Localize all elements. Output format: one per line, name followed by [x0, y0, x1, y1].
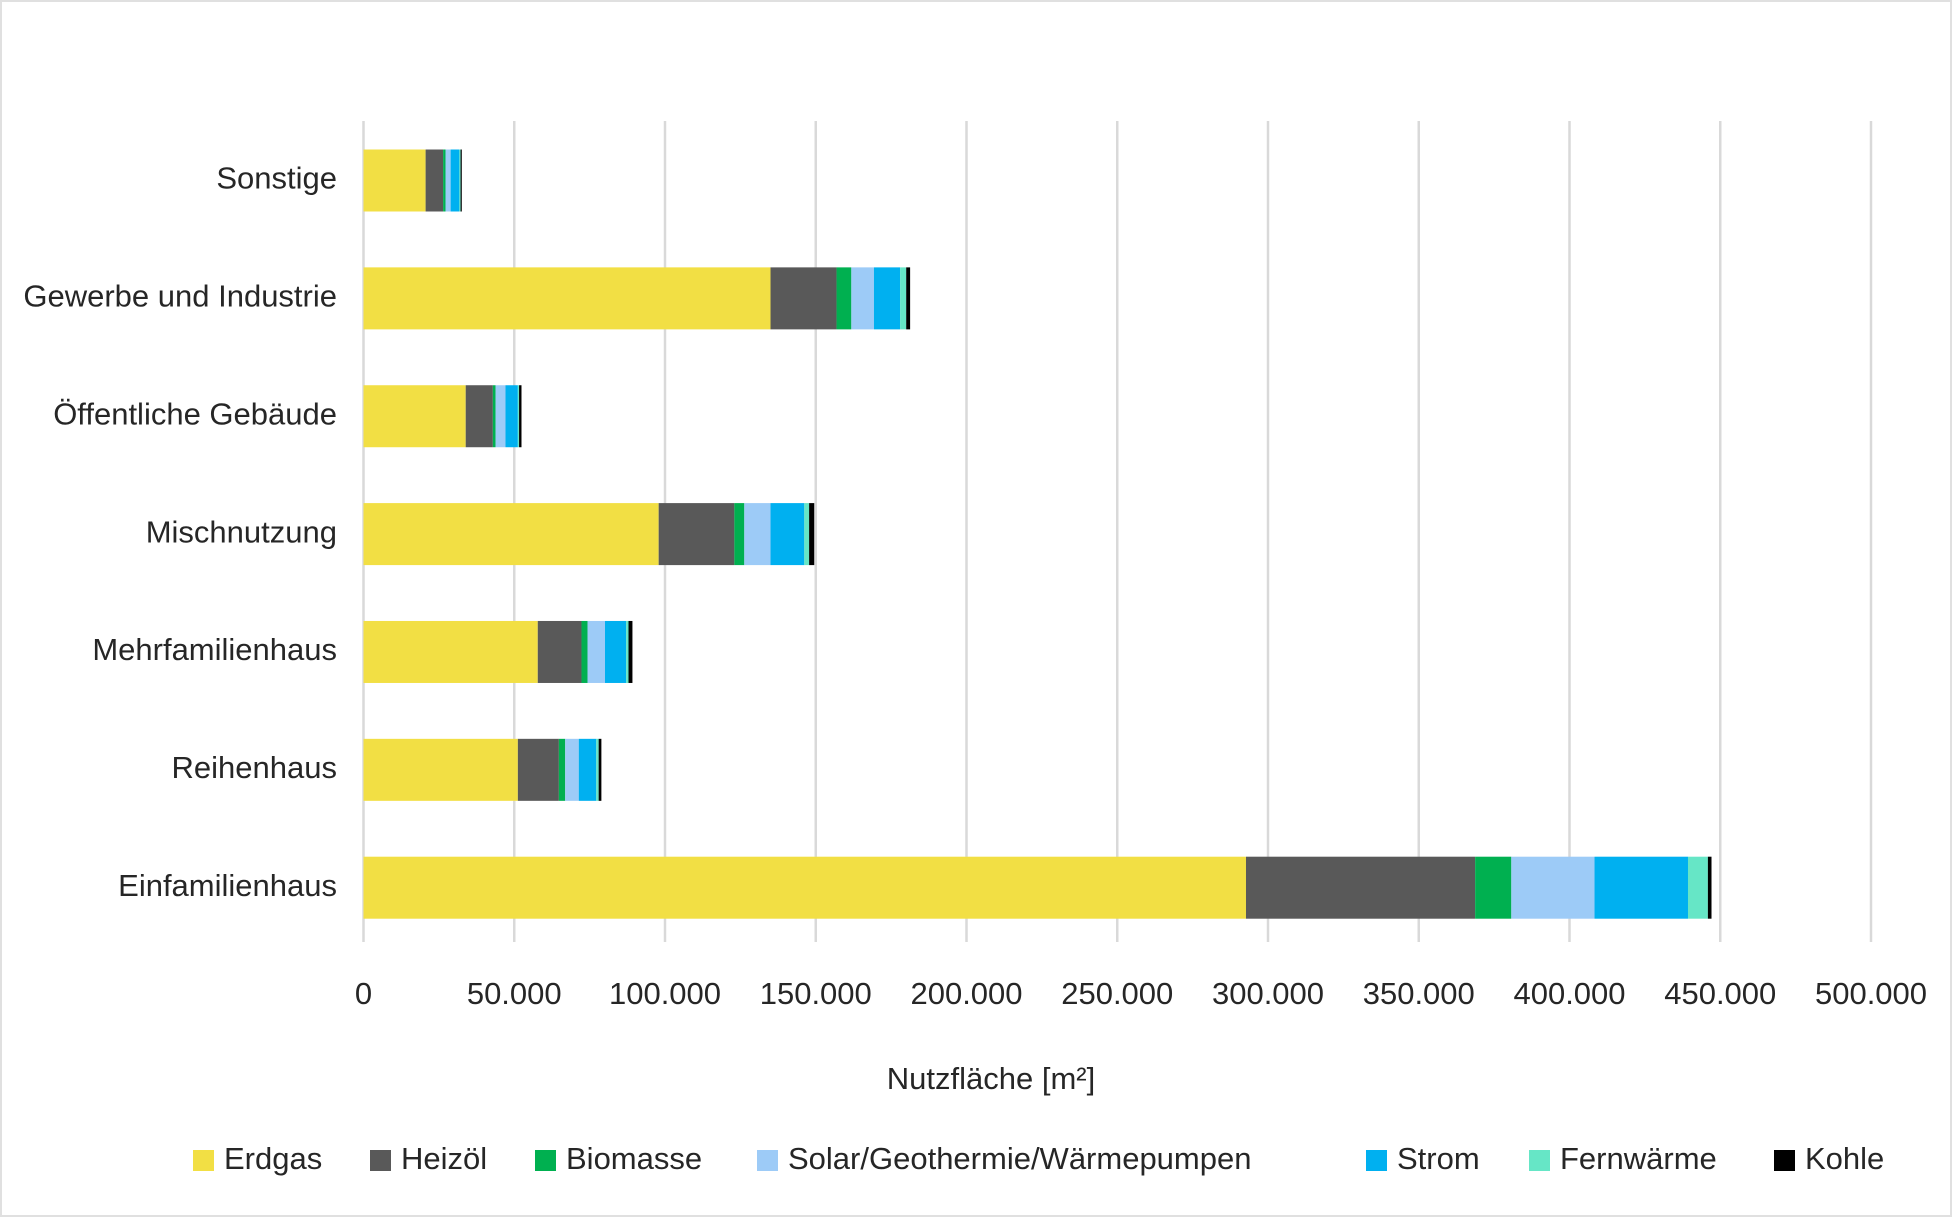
bar-segment: [492, 385, 496, 448]
bar-segment: [363, 738, 518, 801]
bar-segment: [495, 385, 506, 448]
bar-segment: [363, 267, 771, 330]
legend-swatch: [535, 1150, 556, 1171]
legend-label: Heizöl: [401, 1141, 487, 1176]
x-tick-label: 200.000: [910, 976, 1022, 1011]
bar-segment: [517, 385, 520, 448]
bar-segment: [445, 149, 451, 212]
bar-segment: [598, 738, 602, 801]
legend-swatch: [757, 1150, 778, 1171]
bar-segment: [658, 503, 735, 566]
bar-segment: [1707, 856, 1712, 919]
bar-segment: [587, 620, 606, 683]
bar-segment: [906, 267, 911, 330]
bar-segment: [363, 620, 538, 683]
bar-segment: [804, 503, 810, 566]
bar-segment: [505, 385, 518, 448]
bar-segment: [363, 385, 466, 448]
bar-segment: [459, 149, 461, 212]
x-tick-label: 400.000: [1513, 976, 1625, 1011]
bar-segment: [836, 267, 852, 330]
legend-swatch: [1774, 1150, 1795, 1171]
bar-segment: [363, 503, 659, 566]
x-tick-label: 150.000: [760, 976, 872, 1011]
bar-segment: [425, 149, 444, 212]
legend-swatch: [370, 1150, 391, 1171]
legend-label: Fernwärme: [1560, 1141, 1717, 1176]
bar-segment: [900, 267, 907, 330]
x-tick-label: 500.000: [1815, 976, 1927, 1011]
bar-segment: [581, 620, 588, 683]
bar-segment: [744, 503, 771, 566]
bar-segment: [519, 385, 522, 448]
legend-swatch: [193, 1150, 214, 1171]
x-tick-label: 450.000: [1664, 976, 1776, 1011]
bar-segment: [770, 267, 837, 330]
bar-segment: [809, 503, 815, 566]
bar-segment: [851, 267, 874, 330]
x-tick-label: 300.000: [1212, 976, 1324, 1011]
bar-segment: [578, 738, 597, 801]
legend-label: Erdgas: [224, 1141, 322, 1176]
legend-label: Kohle: [1805, 1141, 1884, 1176]
x-tick-label: 0: [355, 976, 372, 1011]
bar-segment: [1245, 856, 1476, 919]
y-tick-label: Gewerbe und Industrie: [23, 279, 337, 314]
bar-segment: [770, 503, 805, 566]
bar-segment: [565, 738, 579, 801]
bar-segment: [450, 149, 460, 212]
y-tick-label: Sonstige: [216, 161, 337, 196]
y-tick-label: Mischnutzung: [146, 514, 337, 549]
bar-segment: [363, 856, 1246, 919]
x-tick-label: 50.000: [467, 976, 562, 1011]
bar-segment: [1475, 856, 1512, 919]
x-tick-label: 250.000: [1061, 976, 1173, 1011]
bar-segment: [734, 503, 745, 566]
bar-segment: [460, 149, 462, 212]
legend-label: Strom: [1397, 1141, 1480, 1176]
y-tick-label: Öffentliche Gebäude: [53, 396, 337, 431]
legend-swatch: [1529, 1150, 1550, 1171]
bar-segment: [537, 620, 582, 683]
y-tick-label: Mehrfamilienhaus: [92, 632, 337, 667]
bar-segment: [443, 149, 446, 212]
legend-swatch: [1366, 1150, 1387, 1171]
bar-segment: [1594, 856, 1688, 919]
bar-segment: [1511, 856, 1595, 919]
x-axis-title: Nutzfläche [m²]: [887, 1061, 1095, 1096]
y-tick-label: Reihenhaus: [172, 750, 337, 785]
bar-segment: [363, 149, 426, 212]
bar-segment: [517, 738, 559, 801]
bar-segment: [873, 267, 901, 330]
bar-segment: [596, 738, 599, 801]
bar-segment: [558, 738, 566, 801]
bar-segment: [628, 620, 633, 683]
bar-segment: [605, 620, 627, 683]
legend-label: Biomasse: [566, 1141, 702, 1176]
y-tick-label: Einfamilienhaus: [118, 868, 337, 903]
legend-label: Solar/Geothermie/Wärmepumpen: [788, 1141, 1251, 1176]
bar-segment: [1687, 856, 1708, 919]
bar-segment: [626, 620, 629, 683]
x-tick-label: 100.000: [609, 976, 721, 1011]
x-tick-label: 350.000: [1363, 976, 1475, 1011]
bar-segment: [465, 385, 493, 448]
